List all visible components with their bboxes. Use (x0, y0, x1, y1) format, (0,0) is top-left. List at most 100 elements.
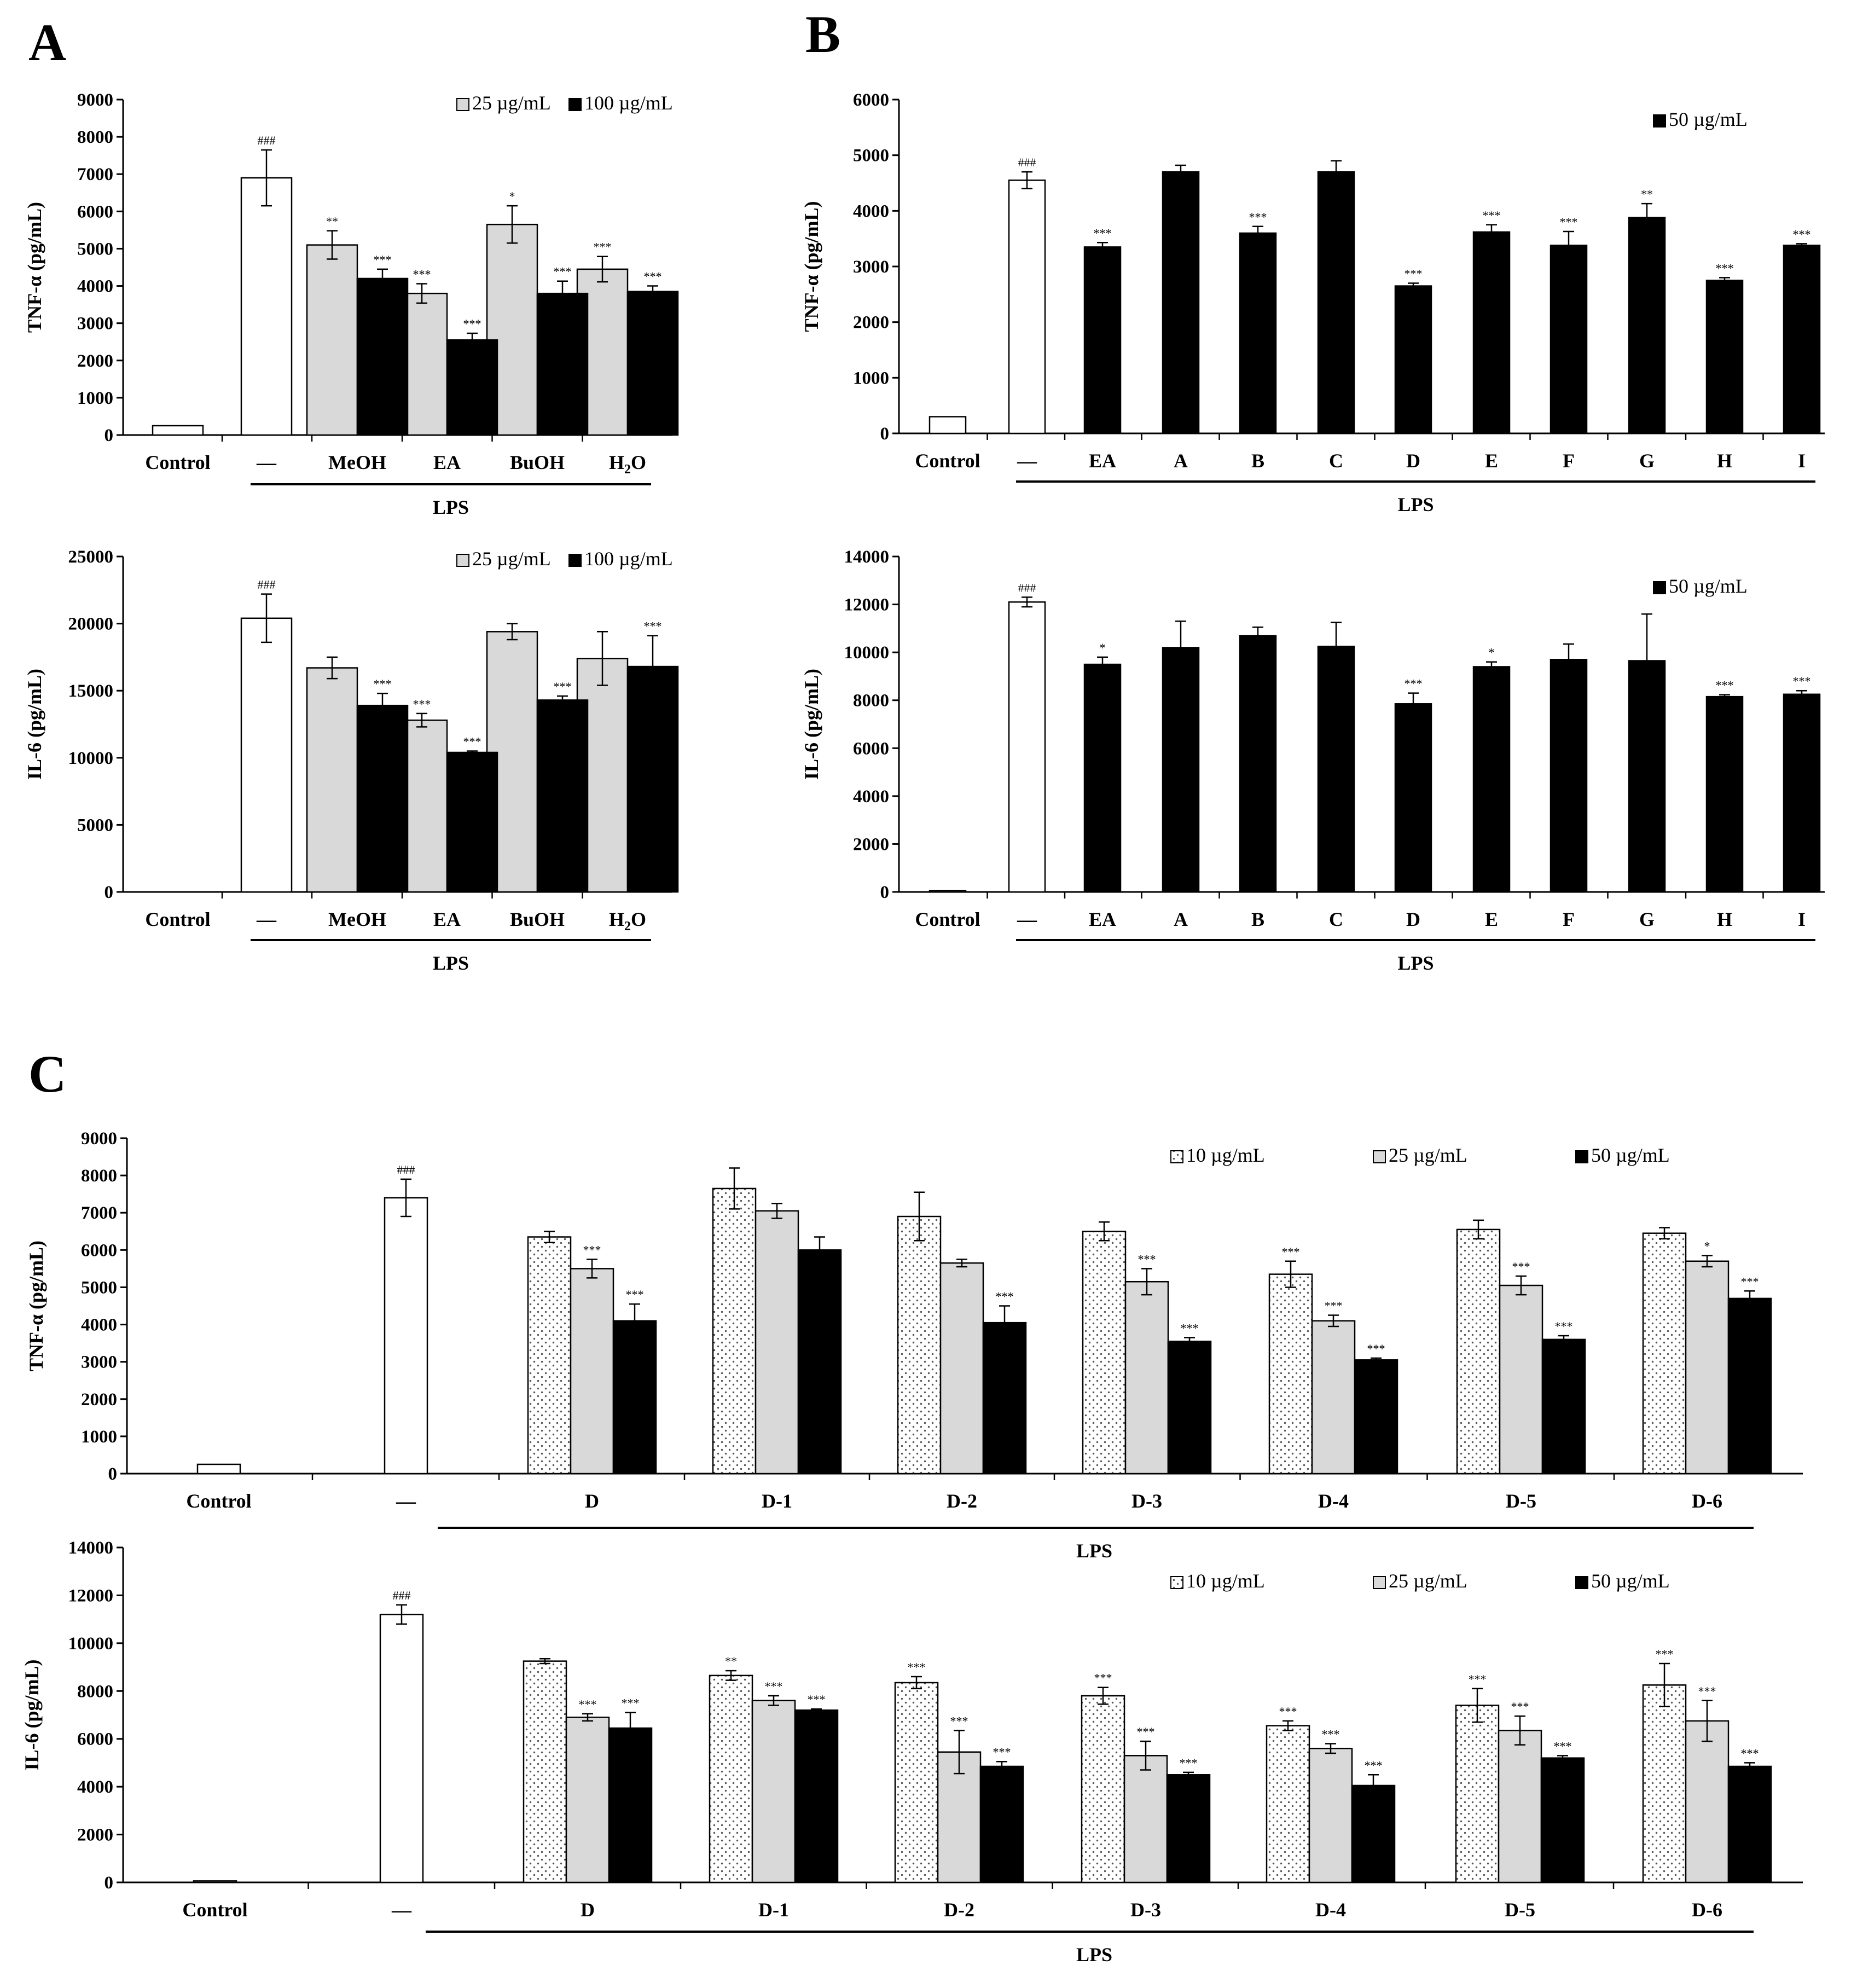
significance-label-B-top-1: ### (1018, 155, 1036, 169)
y-tick-label-B-top-0: 0 (880, 424, 890, 444)
x-tick-label-B-top-7: E (1485, 450, 1498, 472)
bar-C-top-2-6 (1354, 1359, 1398, 1475)
x-tick-label-C-top-4: D-2 (947, 1490, 977, 1512)
bar-B-bottom-11 (1783, 693, 1821, 893)
bar-C-top-0-7 (1456, 1228, 1501, 1475)
significance-label-B-bottom-11: *** (1793, 674, 1811, 688)
bar-C-bottom-0-4 (894, 1682, 939, 1883)
x-tick-label-B-top-8: F (1563, 450, 1575, 472)
y-tick-label-A-top-1: 1000 (77, 389, 113, 408)
lps-label-C-top: LPS (1076, 1540, 1112, 1562)
x-tick-label-A-bottom-4: BuOH (510, 908, 565, 930)
bar-C-top-0-5 (1082, 1231, 1127, 1475)
significance-label-A-top-1-2: *** (374, 253, 392, 266)
x-tick-label-A-top-2: MeOH (328, 451, 386, 473)
bar-B-top-7 (1472, 231, 1511, 434)
legend-label-C-top-2: 50 µg/mL (1591, 1144, 1670, 1166)
y-tick-label-A-top-9: 9000 (77, 90, 113, 110)
bar-B-top-6 (1394, 285, 1432, 434)
bar-B-top-4 (1239, 232, 1277, 434)
y-axis-title-A-top: TNF-α (pg/mL) (24, 202, 45, 333)
significance-label-C-bottom-0-7: *** (1469, 1672, 1487, 1686)
significance-label-A-bottom-1-4: *** (554, 680, 572, 693)
x-tick-label-C-bottom-1: — (391, 1899, 412, 1921)
panel-letter-b: B (805, 5, 840, 63)
x-tick-label-B-top-2: EA (1089, 450, 1116, 472)
bar-C-bottom-0-6 (1266, 1725, 1310, 1883)
bar-C-bottom-s0 (193, 1880, 237, 1883)
x-tick-label-B-bottom-10: H (1717, 908, 1732, 930)
x-tick-label-C-bottom-5: D-3 (1130, 1899, 1161, 1921)
x-tick-label-C-bottom-3: D-1 (758, 1899, 789, 1921)
bar-C-bottom-1-3 (751, 1700, 796, 1883)
x-tick-label-B-top-10: H (1717, 450, 1732, 472)
x-tick-label-C-top-1: — (396, 1490, 416, 1512)
legend-label-C-top-0: 10 µg/mL (1186, 1144, 1265, 1166)
bar-C-bottom-0-2 (523, 1660, 567, 1883)
bar-C-bottom-s1 (379, 1614, 424, 1883)
significance-label-C-bottom-2-2: *** (622, 1696, 640, 1710)
significance-label-C-top-1-7: *** (1512, 1260, 1530, 1273)
bar-C-bottom-1-6 (1308, 1747, 1353, 1883)
y-tick-label-A-top-5: 5000 (77, 239, 113, 259)
x-tick-label-B-top-11: I (1798, 450, 1806, 472)
bar-B-top-5 (1317, 171, 1355, 434)
x-tick-label-B-bottom-4: B (1251, 908, 1264, 930)
y-tick-label-B-bottom-4: 8000 (853, 691, 889, 711)
y-tick-label-C-bottom-3: 6000 (77, 1730, 113, 1749)
bar-C-top-0-2 (527, 1236, 572, 1475)
x-tick-label-B-bottom-5: C (1329, 908, 1343, 930)
x-tick-label-B-top-1: — (1017, 450, 1037, 472)
x-tick-label-C-bottom-4: D-2 (944, 1899, 974, 1921)
bar-C-bottom-0-8 (1642, 1684, 1687, 1883)
y-tick-label-C-top-1: 1000 (81, 1427, 117, 1447)
lps-label-A-top: LPS (433, 496, 469, 518)
significance-label-C-bottom-2-3: *** (808, 1693, 826, 1706)
significance-label-A-top-0-4: * (509, 189, 515, 203)
bar-A-bottom-s1 (240, 617, 293, 893)
bar-B-top-1 (1008, 179, 1046, 434)
x-tick-label-B-bottom-7: E (1485, 908, 1498, 930)
y-tick-label-B-top-1: 1000 (853, 368, 889, 388)
significance-label-A-bottom-s1: ### (258, 578, 276, 592)
x-tick-o: O (631, 451, 646, 473)
bar-A-bottom-1-5 (626, 665, 679, 893)
bar-C-bottom-2-3 (794, 1709, 839, 1883)
legend-label-C-bottom-0: 10 µg/mL (1186, 1570, 1265, 1592)
y-tick-label-A-top-7: 7000 (77, 165, 113, 184)
bar-C-top-1-5 (1124, 1280, 1169, 1475)
significance-label-C-bottom-1-2: *** (579, 1697, 597, 1711)
significance-label-C-bottom-0-6: *** (1279, 1705, 1297, 1718)
legend-swatch-C-top-2 (1575, 1150, 1588, 1163)
bar-C-top-1-6 (1311, 1320, 1356, 1475)
significance-label-B-bottom-7: * (1489, 646, 1495, 659)
y-tick-label-B-bottom-6: 12000 (844, 595, 890, 615)
significance-label-B-top-7: *** (1483, 208, 1501, 222)
significance-label-C-top-1-8: * (1704, 1239, 1710, 1253)
bar-A-bottom-1-2 (356, 704, 409, 893)
bar-A-top-s0 (152, 425, 204, 436)
legend-label-B-top-0: 50 µg/mL (1669, 108, 1748, 130)
y-tick-label-C-bottom-4: 8000 (77, 1682, 113, 1701)
x-tick-label-A-top-3: EA (433, 451, 461, 473)
bar-B-bottom-3 (1162, 647, 1200, 893)
x-tick-label-C-bottom-7: D-5 (1505, 1899, 1535, 1921)
legend-swatch-A-top-0 (456, 98, 469, 111)
bar-B-bottom-4 (1239, 635, 1277, 893)
panel-letter-a: A (28, 13, 66, 72)
y-tick-label-B-top-6: 6000 (853, 90, 889, 110)
bar-A-bottom-1-4 (536, 699, 589, 893)
bar-C-top-s0 (196, 1463, 241, 1475)
bar-C-top-0-8 (1642, 1232, 1687, 1475)
x-tick-label-A-bottom-5: H2O (609, 908, 646, 934)
bar-C-bottom-1-8 (1685, 1720, 1730, 1883)
bar-C-top-2-3 (797, 1249, 842, 1475)
legend-label-A-top-0: 25 µg/mL (472, 92, 551, 114)
x-tick-label-C-top-0: Control (186, 1490, 251, 1512)
y-tick-label-A-bottom-1: 5000 (77, 815, 113, 835)
x-tick-label-B-top-4: B (1251, 450, 1264, 472)
x-tick-label-A-bottom-3: EA (433, 908, 461, 930)
y-tick-label-A-bottom-3: 15000 (68, 681, 114, 701)
y-tick-label-A-top-2: 2000 (77, 351, 113, 371)
bar-B-top-3 (1162, 171, 1200, 434)
